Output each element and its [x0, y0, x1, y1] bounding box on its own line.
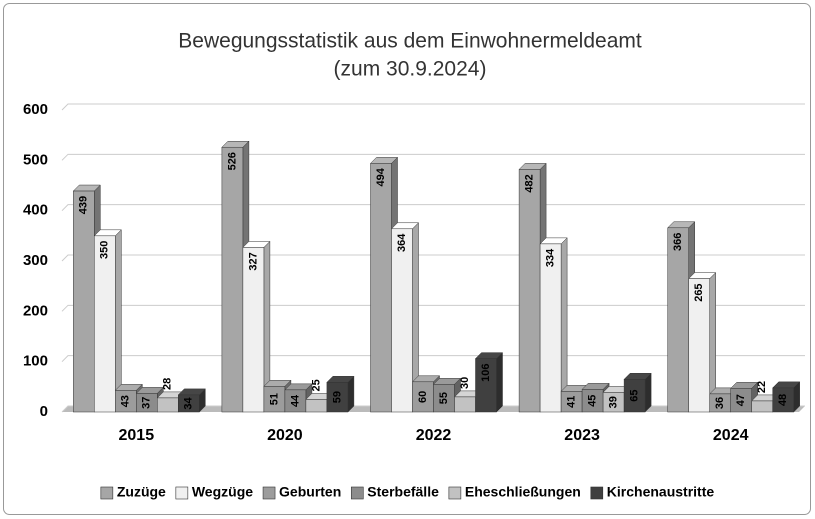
grid-line: [61, 103, 805, 111]
bar-front: [221, 146, 244, 413]
legend-label: Geburten: [279, 484, 341, 500]
bar-front: [667, 227, 689, 413]
bar: [474, 352, 504, 413]
data-label: 48: [777, 394, 789, 406]
data-label: 65: [629, 390, 641, 402]
data-label: 45: [587, 395, 599, 407]
data-label: 106: [480, 363, 492, 381]
data-label: 526: [226, 152, 238, 170]
chart-title: Bewegungsstatistik aus dem Einwohnermeld…: [178, 30, 642, 53]
grid-line: [61, 204, 805, 212]
bar-front: [157, 397, 179, 413]
bar-side: [560, 237, 568, 413]
data-label: 482: [524, 174, 536, 192]
bar-front: [305, 399, 328, 413]
data-label: 55: [438, 392, 450, 404]
data-label: 47: [735, 394, 747, 406]
x-tick-label: 2015: [119, 427, 155, 444]
legend-label: Eheschließungen: [465, 484, 581, 500]
data-label: 36: [714, 397, 726, 409]
y-tick-label: 100: [23, 353, 48, 370]
y-tick-label: 200: [23, 302, 48, 319]
legend-swatch: [590, 486, 604, 500]
bar: [177, 388, 206, 413]
bar: [623, 372, 652, 413]
bar-front: [454, 396, 476, 413]
legend-swatch: [175, 486, 189, 500]
bar-front: [623, 379, 646, 413]
bar-front: [772, 387, 794, 413]
data-label: 25: [310, 379, 322, 391]
legend-swatch: [350, 486, 364, 500]
data-label: 439: [78, 196, 90, 214]
grid-line: [61, 153, 805, 161]
data-label: 327: [247, 252, 259, 270]
data-label: 41: [566, 396, 578, 408]
legend-label: Wegzüge: [192, 484, 253, 500]
bar-front: [178, 394, 200, 413]
bar-front: [94, 235, 116, 413]
bar-front: [751, 400, 773, 413]
bar-front: [242, 247, 265, 413]
bar-front: [326, 382, 349, 413]
chart-subtitle: (zum 30.9.2024): [334, 58, 487, 81]
bar: [539, 237, 568, 413]
bar-front: [539, 243, 562, 413]
data-label: 366: [672, 233, 684, 251]
bar-side: [115, 229, 122, 413]
data-label: 37: [141, 397, 153, 409]
data-label: 39: [608, 396, 620, 408]
bar-front: [391, 228, 413, 413]
legend-label: Zuzüge: [117, 484, 166, 500]
data-label: 350: [99, 241, 111, 259]
bar: [688, 272, 717, 413]
x-tick-label: 2023: [564, 427, 600, 444]
data-label: 30: [459, 377, 471, 389]
legend-swatch: [448, 486, 462, 500]
bar: [772, 381, 801, 413]
bar-front: [370, 163, 392, 413]
y-tick-label: 300: [23, 252, 48, 269]
bar: [390, 222, 420, 413]
data-label: 494: [375, 167, 387, 186]
data-label: 28: [162, 378, 174, 390]
y-tick-label: 600: [23, 101, 48, 118]
bar-front: [518, 169, 541, 413]
bar-front: [475, 358, 497, 413]
bar-side: [644, 372, 652, 413]
y-tick-label: 400: [23, 202, 48, 219]
bar-side: [496, 352, 503, 413]
data-label: 60: [417, 391, 429, 403]
bar: [242, 240, 271, 413]
bar-front: [73, 190, 95, 413]
legend-label: Kirchenaustritte: [607, 484, 715, 500]
bar-front: [688, 278, 710, 413]
data-label: 334: [545, 248, 557, 267]
legend-swatch: [100, 486, 114, 500]
data-label: 34: [183, 396, 195, 409]
y-tick-label: 0: [40, 403, 48, 420]
legend-swatch: [262, 486, 276, 500]
y-tick-label: 500: [23, 151, 48, 168]
data-label: 44: [289, 394, 301, 407]
x-tick-label: 2020: [267, 427, 303, 444]
data-label: 22: [756, 381, 768, 393]
data-label: 59: [331, 391, 343, 403]
bar: [93, 229, 122, 413]
data-label: 43: [120, 395, 132, 407]
data-label: 265: [693, 283, 705, 301]
x-tick-label: 2022: [416, 427, 452, 444]
bar-front: [730, 388, 752, 413]
x-tick-label: 2024: [713, 427, 749, 444]
bar: [326, 375, 355, 413]
legend-label: Sterbefälle: [367, 484, 439, 500]
data-label: 51: [268, 393, 280, 405]
data-label: 364: [396, 233, 408, 252]
